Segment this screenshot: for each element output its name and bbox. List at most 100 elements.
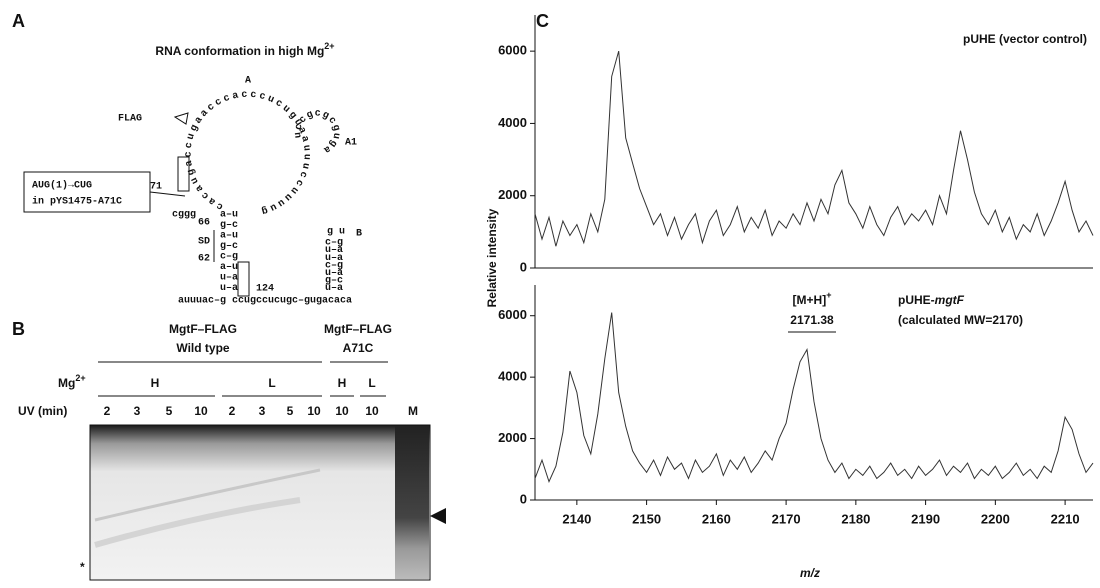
mg-text: Mg [58, 376, 75, 390]
base-pair: u–a [325, 268, 343, 279]
y-tick-label: 4000 [498, 369, 527, 384]
base-pair: a–u [220, 231, 238, 242]
uv-label: UV (min) [18, 404, 67, 418]
peak-sup: + [826, 290, 831, 300]
x-tick-label: 2150 [632, 511, 661, 526]
b-label: B [356, 229, 362, 240]
base-pair: u–a [220, 283, 238, 294]
pointer-line [149, 191, 186, 197]
base-pair: u–a [325, 253, 343, 264]
x-tick-label: 2140 [562, 511, 591, 526]
condition: L [268, 376, 275, 390]
spectrum-annotation: pUHE (vector control) [963, 32, 1087, 46]
a1-label: A1 [345, 138, 357, 149]
base-pair: u–a [220, 273, 238, 284]
base-pair: c–g [220, 252, 238, 263]
pos-124: 124 [256, 284, 274, 295]
lane-label: 5 [287, 404, 294, 418]
base-pair: c–g [325, 238, 343, 249]
x-tick-label: 2190 [911, 511, 940, 526]
lane-label: 10 [194, 404, 208, 418]
x-axis-label: m/z [800, 566, 820, 580]
x-tick-label: 2170 [772, 511, 801, 526]
title-sup: 2+ [324, 41, 334, 51]
x-tick-label: 2160 [702, 511, 731, 526]
spectrum-line [534, 50, 1094, 247]
spectrum-annotation: (calculated MW=2170) [898, 313, 1023, 327]
y-tick-label: 0 [520, 491, 527, 506]
lane-label: 2 [229, 404, 236, 418]
base-pair: a–u [220, 210, 238, 221]
mutation-box [23, 171, 151, 213]
seq-box [237, 261, 250, 297]
group-label: MgtF–FLAG [169, 322, 237, 336]
lane-label: M [408, 404, 418, 418]
lane-labels: 2 3 5 10 2 3 5 10 10 10 M [104, 404, 418, 418]
y-axis-label: Relative intensity [485, 208, 499, 307]
tail-sequence: auuuac–g ccugccucugc–gugacaca [178, 296, 352, 307]
b-loop: g u [327, 227, 345, 238]
lane-label: 3 [134, 404, 141, 418]
star-label: * [80, 560, 85, 574]
band-arrow [430, 508, 446, 524]
y-tick-label: 2000 [498, 187, 527, 202]
lane-label: 5 [166, 404, 173, 418]
sd-label: SD [198, 237, 210, 248]
group-label: Wild type [176, 341, 230, 355]
x-tick-label: 2200 [981, 511, 1010, 526]
base-pair: a–u [220, 262, 238, 273]
mg-label: Mg2+ [58, 373, 86, 390]
spectrum-annotation: pUHE-mgtF [898, 293, 965, 307]
y-tick-label: 2000 [498, 430, 527, 445]
group-label: MgtF–FLAG [324, 322, 392, 336]
lane-label: 10 [365, 404, 379, 418]
y-tick-label: 0 [520, 259, 527, 274]
spectrum-line [534, 312, 1094, 483]
flag-label: FLAG [118, 114, 142, 125]
gel [89, 424, 431, 581]
pos-71: 71 [150, 182, 162, 193]
panel-label: C [536, 11, 549, 31]
peak-label: [M+H]+ [793, 290, 832, 307]
x-tick-label: 2180 [841, 511, 870, 526]
a1-sequence-text: uccgcgcgugag [0, 0, 342, 155]
panel-label: B [12, 319, 25, 339]
base-pair: u–a [325, 245, 343, 256]
title-text: RNA conformation in high Mg [155, 44, 324, 58]
peak-value: 2171.38 [790, 313, 834, 327]
y-tick-label: 4000 [498, 115, 527, 130]
base-pair: g–c [220, 241, 238, 252]
panel-label: A [12, 11, 25, 31]
group-label: A71C [343, 341, 374, 355]
panel-title: RNA conformation in high Mg2+ [155, 41, 334, 58]
mg-sup: 2+ [75, 373, 85, 383]
lane-label: 10 [335, 404, 349, 418]
lane-label: 3 [259, 404, 266, 418]
base-pair: u–a [325, 283, 343, 294]
pos-66: 66 [198, 218, 210, 229]
y-tick-label: 6000 [498, 43, 527, 58]
a1-sequence: uccgcgcgugag [0, 0, 342, 155]
base-pair: g–c [325, 276, 343, 287]
peak-text: [M+H] [793, 293, 827, 307]
loop-sequence-text: cacaugaccugaacccacccucuguaauuuccuuuug [183, 89, 312, 216]
annotation-part: pUHE- [898, 293, 935, 307]
annotation-part: mgtF [935, 293, 965, 307]
gel-band [94, 468, 321, 522]
pos-62: 62 [198, 254, 210, 265]
loop-label: A [245, 76, 251, 87]
condition: H [338, 376, 347, 390]
lane-label: 2 [104, 404, 111, 418]
y-tick-label: 6000 [498, 307, 527, 322]
lane-label: 10 [307, 404, 321, 418]
condition: H [151, 376, 160, 390]
stem1-top: cggg [172, 210, 196, 221]
condition: L [368, 376, 375, 390]
marker-lane [395, 426, 429, 579]
base-pair: g–c [220, 220, 238, 231]
base-pair: c–g [325, 260, 343, 271]
x-tick-label: 2210 [1051, 511, 1080, 526]
gel-band [94, 497, 301, 548]
seq-box [177, 156, 190, 192]
